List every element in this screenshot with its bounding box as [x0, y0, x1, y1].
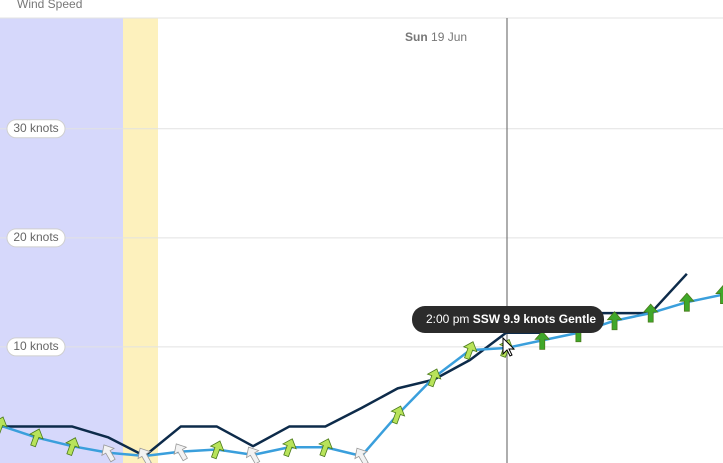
- wind-arrow: [28, 428, 44, 448]
- wind-arrow: [678, 292, 695, 312]
- arrow-shape: [173, 443, 188, 462]
- wind-arrow: [715, 284, 723, 304]
- arrow-shape: [354, 447, 369, 463]
- tooltip-direction: SSW: [473, 312, 501, 326]
- wind-arrow: [0, 416, 8, 436]
- arrow-shape: [0, 416, 8, 436]
- arrow-shape: [715, 284, 723, 304]
- arrow-shape: [390, 405, 406, 425]
- tooltip-time: 2:00 pm: [426, 312, 469, 326]
- arrow-shape: [101, 444, 116, 463]
- y-tick-pill: [6, 228, 66, 248]
- wind-arrow: [281, 438, 297, 458]
- arrow-shape: [28, 428, 44, 448]
- date-label: Sun 19 Jun: [405, 30, 467, 44]
- wind-arrow: [65, 437, 80, 457]
- arrow-shape: [606, 311, 623, 331]
- arrow-shape: [642, 303, 659, 323]
- wind-arrow: [354, 447, 369, 463]
- arrow-shape: [462, 341, 478, 361]
- wind-arrow: [137, 447, 152, 463]
- twilight-band: [123, 18, 158, 463]
- tooltip: 2:00 pm SSW 9.9 knots Gentle: [412, 306, 604, 357]
- date: 19 Jun: [431, 30, 467, 44]
- wind-arrow: [534, 330, 551, 350]
- arrow-shape: [137, 447, 152, 463]
- cursor-pointer: [502, 336, 516, 357]
- wind-arrow: [390, 405, 406, 425]
- wind-arrow: [318, 438, 333, 458]
- arrow-shape: [534, 330, 551, 350]
- tooltip-box: [412, 306, 604, 333]
- y-tick-label: 20 knots: [13, 230, 58, 244]
- tooltip-text: 2:00 pm SSW 9.9 knots Gentle: [426, 312, 596, 326]
- grid: 10 knots 20 knots 30 knots: [0, 119, 723, 357]
- tooltip-description: Gentle: [559, 312, 597, 326]
- wind-arrow: [101, 444, 116, 463]
- y-tick-label: 30 knots: [13, 121, 58, 135]
- arrow-shape: [209, 440, 225, 460]
- wind-arrow: [426, 368, 442, 388]
- arrow-shape: [281, 438, 297, 458]
- y-tick-pill: [6, 337, 66, 357]
- wind-arrow: [642, 303, 659, 323]
- arrow-shape: [318, 438, 333, 458]
- arrow-shape: [678, 292, 695, 312]
- arrow-shape: [426, 368, 442, 388]
- tooltip-speed: 9.9 knots: [503, 312, 555, 326]
- y-tick-pill: [6, 119, 66, 139]
- chart-title: Wind Speed: [17, 0, 82, 11]
- wind-arrow: [462, 341, 478, 361]
- arrow-shape: [65, 437, 80, 457]
- wind-arrow: [606, 311, 623, 331]
- wind-arrow: [173, 443, 188, 462]
- y-tick-label: 10 knots: [13, 339, 58, 353]
- wind-arrow: [209, 440, 225, 460]
- day: Sun: [405, 30, 428, 44]
